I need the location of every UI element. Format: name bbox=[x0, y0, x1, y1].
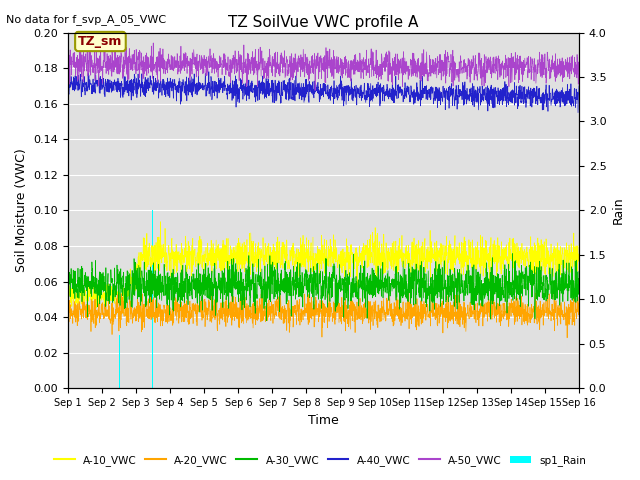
Legend: A-10_VWC, A-20_VWC, A-30_VWC, A-40_VWC, A-50_VWC, sp1_Rain: A-10_VWC, A-20_VWC, A-30_VWC, A-40_VWC, … bbox=[50, 451, 590, 470]
Y-axis label: Soil Moisture (VWC): Soil Moisture (VWC) bbox=[15, 149, 28, 272]
Bar bbox=[119, 335, 120, 388]
Title: TZ SoilVue VWC profile A: TZ SoilVue VWC profile A bbox=[228, 15, 419, 30]
X-axis label: Time: Time bbox=[308, 414, 339, 427]
Text: No data for f_svp_A_05_VWC: No data for f_svp_A_05_VWC bbox=[6, 14, 166, 25]
Bar bbox=[152, 210, 153, 388]
Text: TZ_sm: TZ_sm bbox=[78, 35, 123, 48]
Y-axis label: Rain: Rain bbox=[612, 197, 625, 224]
